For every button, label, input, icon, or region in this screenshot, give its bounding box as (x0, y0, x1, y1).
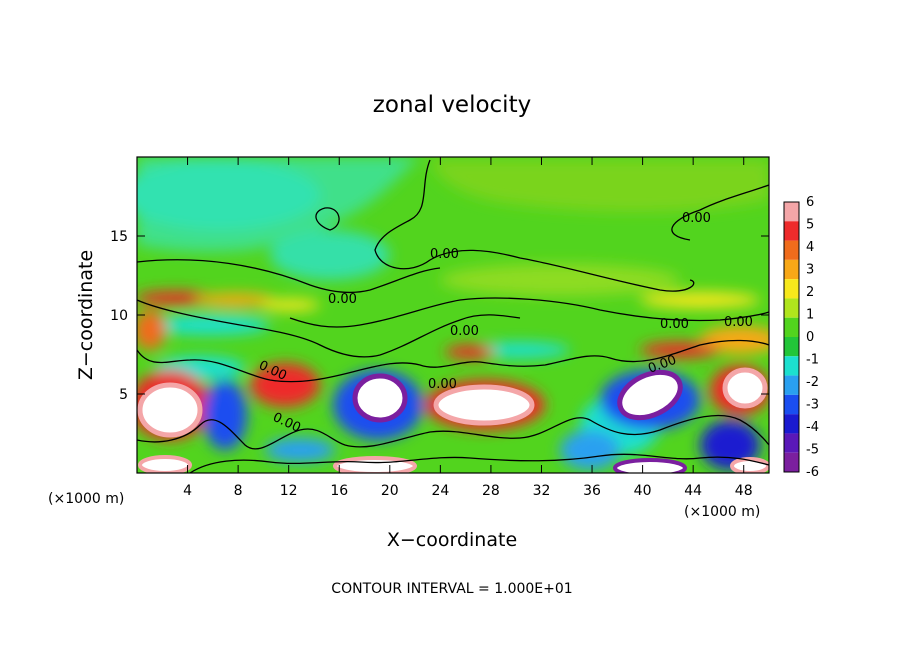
colorbar-tick-label: -6 (806, 465, 819, 480)
y-axis-label: Z−coordinate (75, 250, 97, 380)
red-mid-strip (445, 345, 495, 359)
contour-label: 0.00 (428, 377, 457, 392)
blue-blob-36-low (560, 430, 620, 470)
colorbar-swatch (784, 337, 799, 357)
white-core-blue-20 (352, 373, 408, 423)
x-unit-left: (×1000 m) (48, 491, 124, 507)
colorbar-swatch (784, 452, 799, 472)
colorbar: 6 5 4 3 2 1 0 -1 -2 -3 -4 -5 -6 (783, 195, 819, 480)
colorbar-tick-label: 6 (806, 195, 814, 210)
orange-strip (195, 293, 275, 307)
x-tick-label: 36 (583, 483, 601, 499)
y-tick-label: 15 (110, 229, 128, 245)
colorbar-tick-label: 1 (806, 308, 814, 323)
colorbar-tick-label: -2 (806, 375, 819, 390)
colorbar-swatch (784, 414, 799, 434)
colorbar-tick-label: -1 (806, 353, 819, 368)
yellow-strip (260, 299, 320, 311)
colorbar-swatch (784, 240, 799, 260)
contour-lines (137, 159, 769, 473)
white-core-blue-40 (617, 369, 683, 421)
white-core-right (722, 367, 768, 409)
colorbar-swatch (784, 394, 799, 415)
colorbar-swatch (784, 317, 799, 337)
white-core-left (137, 382, 203, 438)
x-tick-label: 4 (183, 483, 192, 499)
contour-upper-right (671, 184, 769, 241)
cyan-mid-strip (470, 342, 570, 358)
contour-labels: 0.00 0.00 0.00 0.00 0.00 0.00 0.00 0.00 … (256, 211, 753, 436)
contour-low-2 (137, 414, 769, 450)
colorbar-tick-label: -3 (806, 398, 819, 413)
contour-bottom (189, 453, 769, 473)
colorbar-swatch (784, 356, 799, 376)
x-tick-label: 28 (482, 483, 500, 499)
white-core-center (433, 384, 535, 426)
colorbar-tick-label: 0 (806, 330, 814, 345)
y-tick-label: 10 (110, 308, 128, 324)
x-tick-label: 24 (431, 483, 449, 499)
contour-low-1 (137, 339, 769, 383)
white-core-bottom-right1 (613, 458, 687, 473)
x-tick-label: 16 (330, 483, 348, 499)
y-axis-ticks: 5 10 15 (110, 229, 769, 403)
x-tick-label: 8 (234, 483, 243, 499)
contour-interval-note: CONTOUR INTERVAL = 1.000E+01 (331, 581, 572, 597)
colorbar-swatch (784, 433, 799, 453)
x-tick-label: 20 (381, 483, 399, 499)
contour-mid-1 (137, 299, 521, 358)
upper-left-cyan-patch (137, 160, 320, 230)
colorbar-tick-label: 5 (806, 218, 814, 233)
blue-blob-24-low (265, 438, 335, 462)
colorbar-tick-label: -5 (806, 443, 819, 458)
upper-mid-cyan-patch (270, 230, 390, 280)
field-cores (137, 367, 769, 473)
x-tick-label: 48 (735, 483, 753, 499)
colorbar-tick-label: 2 (806, 285, 814, 300)
contour-label: 0.00 (724, 315, 753, 330)
colorbar-swatch (784, 279, 799, 299)
cyan-strip-left (150, 315, 270, 335)
x-tick-label: 32 (533, 483, 551, 499)
mid-yellowgreen (440, 264, 680, 296)
contour-upper-main (374, 159, 695, 292)
red-strip-left (137, 291, 215, 305)
x-tick-label: 40 (634, 483, 652, 499)
red-blob-12 (250, 363, 320, 407)
x-unit-right: (×1000 m) (684, 504, 760, 520)
contour-label: 0.00 (682, 211, 711, 226)
x-tick-label: 44 (684, 483, 702, 499)
white-core-bottom-mid (333, 456, 417, 473)
chart-title: zonal velocity (373, 92, 531, 118)
colorbar-tick-label: -4 (806, 420, 819, 435)
yellow-right-strip (640, 292, 760, 308)
colorbar-swatch (784, 298, 799, 318)
white-core-bottom-left (138, 455, 192, 473)
blue-blob-8 (203, 380, 247, 450)
heatmap-field: 0.00 0.00 0.00 0.00 0.00 0.00 0.00 0.00 … (137, 157, 769, 473)
colorbar-swatch (784, 259, 799, 280)
red-left-edge (137, 310, 166, 350)
contour-label: 0.00 (660, 317, 689, 332)
colorbar-swatch (784, 221, 799, 241)
red-right-strip (640, 342, 720, 358)
contour-label: 0.00 (328, 292, 357, 307)
contour-mid-2 (289, 297, 769, 328)
upper-right-lightgreen (430, 160, 769, 212)
x-axis-ticks: 4 8 12 16 20 24 28 32 36 40 44 48 (183, 157, 753, 499)
contour-loop-small (315, 207, 340, 231)
colorbar-tick-label: 4 (806, 240, 814, 255)
colorbar-swatch (784, 375, 799, 395)
colorbar-swatch (784, 202, 799, 222)
contour-label: 0.00 (430, 247, 459, 262)
x-tick-label: 12 (280, 483, 298, 499)
colorbar-tick-label: 3 (806, 263, 814, 278)
y-tick-label: 5 (119, 387, 128, 403)
contour-upper-left (137, 259, 441, 294)
colorbar-frame (783, 201, 800, 473)
contour-label: 0.00 (450, 324, 479, 339)
x-axis-label: X−coordinate (387, 529, 517, 551)
